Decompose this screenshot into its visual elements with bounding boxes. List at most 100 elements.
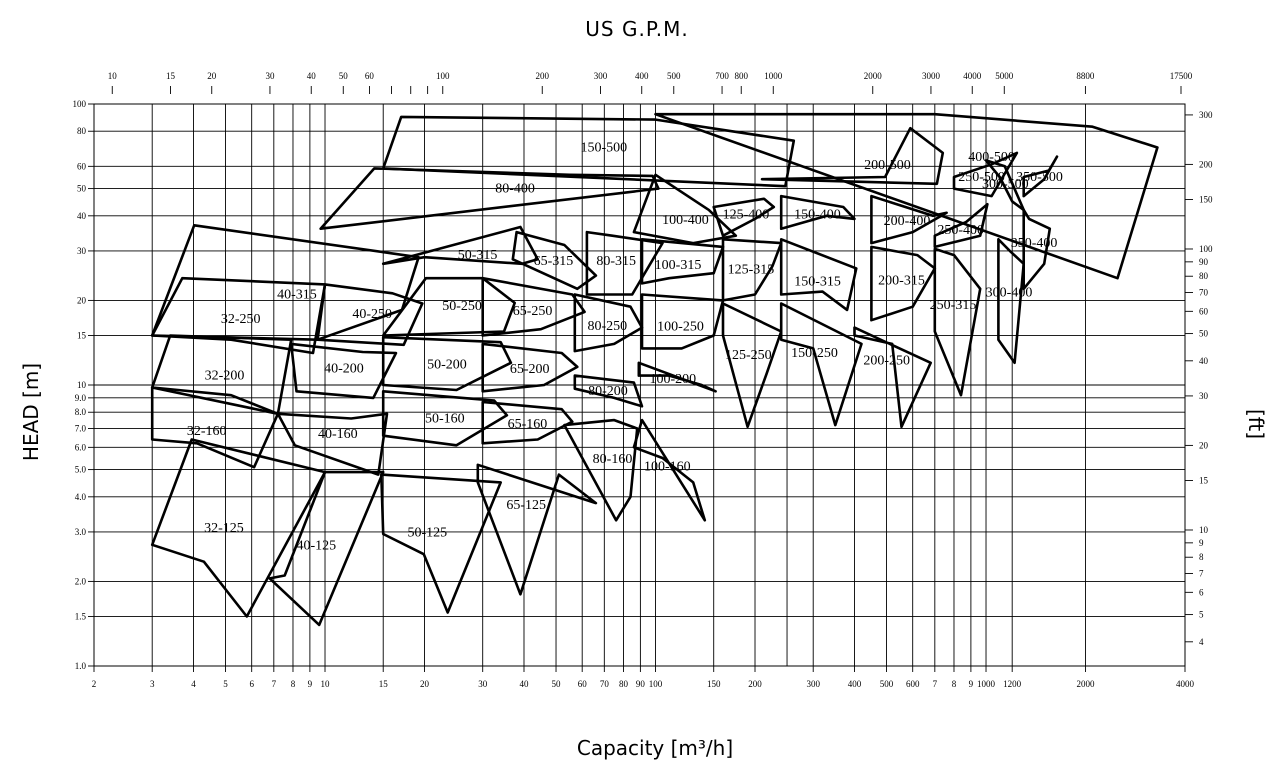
pump-region-label: 250-500 [958,170,1005,185]
pump-region-label: 65-160 [508,417,548,432]
pump-region-label: 200-500 [864,158,911,173]
pump-region-outline [481,276,586,337]
y2-tick-label: 40 [1199,356,1209,366]
pump-region-outline [984,159,1025,212]
pump-region-label: 50-250 [442,299,482,314]
pump-region-label: 300-400 [986,285,1033,300]
x-tick-label: 6 [249,679,254,689]
x-tick-label: 2000 [1077,679,1096,689]
x-tick-label: 10 [321,679,331,689]
pump-region-label: 50-200 [427,357,467,372]
x-tick-label: 300 [806,679,820,689]
pump-region-label: 150-400 [794,207,841,222]
pump-region-label: 40-200 [324,362,364,377]
top-tick-label: 2000 [864,71,883,81]
y-tick-label: 30 [77,246,87,256]
pump-region-outline [380,473,502,614]
x-tick-label: 9 [308,679,313,689]
y-tick-label: 2.0 [75,576,87,586]
y-tick-label: 15 [77,331,87,341]
y2-tick-label: 200 [1199,159,1213,169]
x-axis-title: Capacity [m³/h] [577,736,733,760]
x-tick-label: 40 [519,679,529,689]
x-tick-label: 80 [619,679,629,689]
pump-region-label: 125-250 [725,348,772,363]
pump-region-label: 65-125 [506,498,546,513]
x-tick-label: 400 [848,679,862,689]
y-tick-label: 1.0 [75,661,87,671]
pump-region-label: 80-315 [596,254,636,269]
x-tick-label: 70 [600,679,610,689]
y2-tick-label: 300 [1199,110,1213,120]
pump-region-label: 32-160 [187,424,227,439]
pump-region-outline [481,342,579,393]
y2-tick-label: 70 [1199,288,1209,298]
pump-region-label: 100-250 [657,319,704,334]
pump-region-label: 50-125 [407,526,447,541]
top-tick-label: 5000 [995,71,1014,81]
pump-region-outline [721,238,783,302]
x-tick-label: 1000 [977,679,996,689]
pump-region-outline [316,283,424,347]
y-tick-label: 7.0 [75,424,87,434]
y-tick-label: 20 [77,295,87,305]
x-tick-label: 8 [952,679,957,689]
top-tick-label: 8800 [1076,71,1095,81]
pump-region-label: 50-160 [425,412,465,427]
y-tick-label: 40 [77,211,87,221]
pump-region-outline [779,302,863,427]
pump-region-outline [150,224,420,341]
y2-tick-label: 150 [1199,195,1213,205]
y2-tick-label: 15 [1199,476,1209,486]
chart-title: US G.P.M. [585,17,688,41]
pump-region-outline [933,202,989,249]
pump-region-outline [563,418,639,522]
pump-region-label: 65-250 [513,304,553,319]
pump-region-outline [933,247,982,397]
pump-region-outline [779,194,856,230]
pump-region-outline [853,326,932,429]
x-tick-label: 20 [420,679,430,689]
pump-region-outline [997,238,1025,365]
pump-region-outline [760,126,945,186]
top-tick-label: 15 [166,71,176,81]
x-tick-label: 100 [649,679,663,689]
pump-region-outline [640,293,725,350]
pump-region-label: 65-200 [510,362,550,377]
pump-region-label: 150-250 [791,346,838,361]
x-tick-label: 500 [880,679,894,689]
pump-region-outline [721,302,783,429]
y2-tick-label: 7 [1199,569,1204,579]
pump-region-outline [632,173,738,245]
top-tick-label: 100 [436,71,450,81]
pump-region-label: 125-400 [723,208,770,223]
pump-region-label: 32-250 [221,312,261,327]
x-tick-label: 3 [150,679,155,689]
x-tick-label: 200 [748,679,762,689]
pump-region-label: 300-500 [982,177,1029,192]
x-tick-label: 50 [552,679,562,689]
pump-region-outline [150,438,327,618]
pump-region-label: 40-315 [277,288,317,303]
pump-region-label: 250-400 [937,223,984,238]
pump-region-outline [481,400,574,445]
y-tick-label: 6.0 [75,442,87,452]
pump-region-outline [381,335,513,392]
pump-region-label: 80-160 [593,452,633,467]
pump-region-label: 80-200 [588,384,628,399]
top-tick-label: 200 [535,71,549,81]
x-tick-label: 4 [191,679,196,689]
x-tick-label: 5 [223,679,228,689]
y-tick-label: 3.0 [75,527,87,537]
y2-tick-label: 5 [1199,610,1204,620]
pump-region-outline [381,115,796,188]
pump-region-label: 80-250 [587,319,627,334]
pump-region-outline [573,293,644,353]
y2-tick-label: 10 [1199,525,1209,535]
pump-region-label: 350-500 [1016,170,1063,185]
pump-regions: 32-125 32-160 32-200 32-250 40-315 40-125 40-1… [150,112,1159,627]
y2-tick-label: 20 [1199,440,1209,450]
pump-region-outline [654,112,1159,280]
top-tick-label: 50 [339,71,349,81]
pump-region-label: 150-315 [794,275,841,290]
